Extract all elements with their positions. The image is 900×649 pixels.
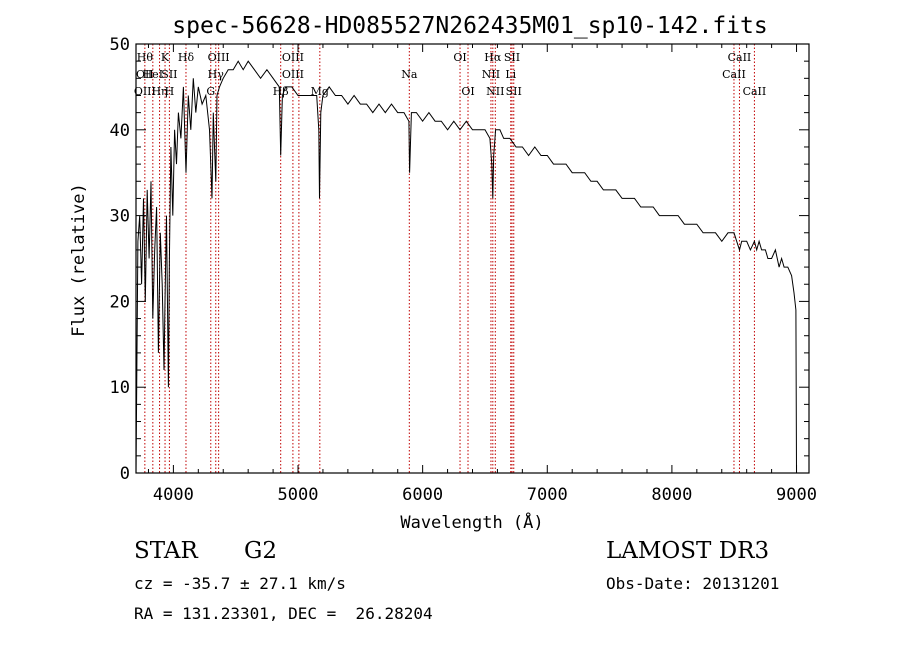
spectral-line-labels: HθOIIOIIIHeIHηKSIIHHδGHγOIIIHβOIIIOIIIMg… <box>134 51 766 98</box>
line-label: K <box>161 51 170 64</box>
y-tick-label: 40 <box>110 121 130 141</box>
line-label: OI <box>453 51 466 64</box>
survey-name: LAMOST DR3 <box>606 538 770 564</box>
chart-title: spec-56628-HD085527N262435M01_sp10-142.f… <box>172 13 767 39</box>
line-label: Li <box>505 68 516 81</box>
line-label: OIII <box>134 85 156 98</box>
line-label: SII <box>161 68 177 81</box>
line-label: Na <box>401 68 418 81</box>
line-label: NII <box>486 85 504 98</box>
y-axis-label: Flux (relative) <box>69 183 89 337</box>
line-label: G <box>206 85 215 98</box>
line-label: Mg <box>311 85 329 98</box>
x-tick-label: 9000 <box>776 485 817 505</box>
line-label: CaII <box>728 51 752 64</box>
x-tick-label: 5000 <box>278 485 319 505</box>
line-label: Hθ <box>137 51 154 64</box>
x-tick-label: 4000 <box>153 485 194 505</box>
line-label: HeI <box>143 68 163 81</box>
y-axis-ticks: 0 10 20 30 40 50 <box>110 35 809 484</box>
spectral-line-markers <box>144 44 755 473</box>
line-label: Hη <box>151 85 167 98</box>
line-label: Hδ <box>178 51 195 64</box>
x-axis-ticks: 4000 5000 6000 7000 8000 9000 <box>147 44 817 505</box>
line-label: CaII <box>743 85 767 98</box>
x-tick-label: 8000 <box>651 485 692 505</box>
obs-date: Obs-Date: 20131201 <box>606 574 780 593</box>
spectrum-line <box>135 60 797 474</box>
line-label: OIII <box>208 51 230 64</box>
x-tick-label: 6000 <box>402 485 443 505</box>
x-axis-label: Wavelength (Å) <box>400 511 543 533</box>
line-label: SII <box>504 51 520 64</box>
x-tick-label: 7000 <box>527 485 568 505</box>
redshift-velocity: cz = -35.7 ± 27.1 km/s <box>134 574 346 593</box>
line-label: OIII <box>282 68 304 81</box>
y-tick-label: 50 <box>110 35 130 55</box>
y-tick-label: 0 <box>120 464 130 484</box>
object-type: STAR <box>134 538 198 564</box>
subclass: G2 <box>244 538 278 564</box>
line-label: OII <box>136 68 154 81</box>
line-label: SII <box>506 85 522 98</box>
line-label: NII <box>482 68 500 81</box>
plot-frame <box>135 43 810 474</box>
line-label: OI <box>461 85 474 98</box>
y-tick-label: 10 <box>110 378 130 398</box>
line-label: H <box>165 85 175 98</box>
y-tick-label: 30 <box>110 207 130 227</box>
line-label: Hα <box>484 51 502 64</box>
line-label: OIII <box>282 51 304 64</box>
line-label: Hγ <box>208 68 225 81</box>
coordinates: RA = 131.23301, DEC = 26.28204 <box>134 604 433 623</box>
y-tick-label: 20 <box>110 292 130 312</box>
line-label: CaII <box>722 68 746 81</box>
